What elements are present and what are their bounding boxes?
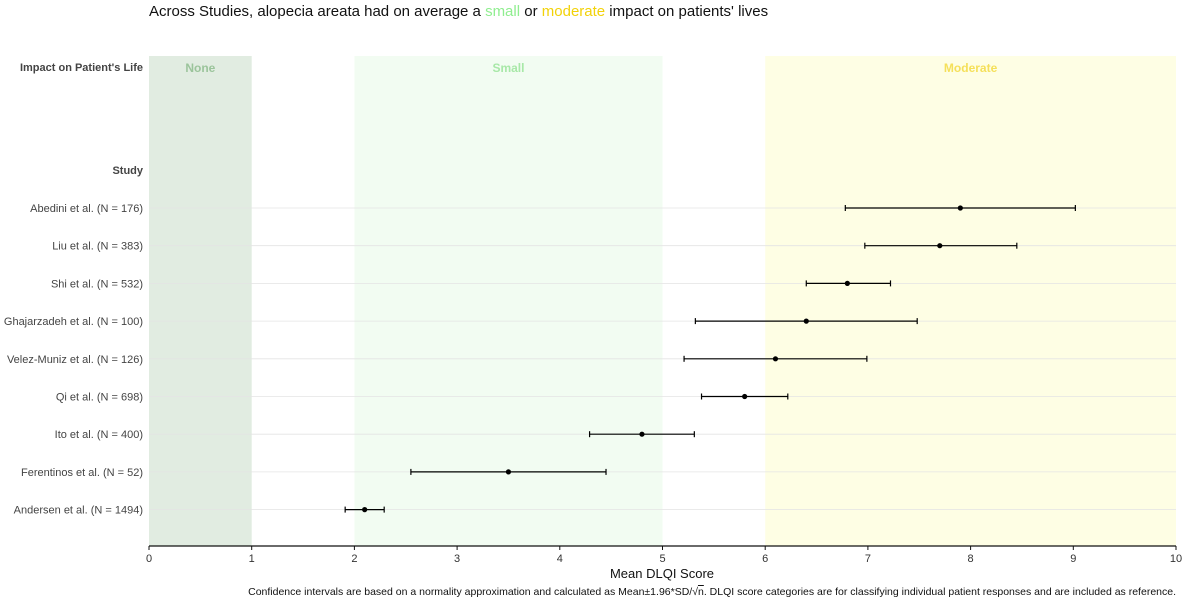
x-tick-label: 4 xyxy=(557,553,563,565)
x-tick-label: 1 xyxy=(249,553,255,565)
x-axis-label: Mean DLQI Score xyxy=(610,566,714,581)
x-tick-label: 3 xyxy=(454,553,460,565)
x-tick-label: 9 xyxy=(1070,553,1076,565)
study-label: Velez-Muniz et al. (N = 126) xyxy=(7,354,143,366)
study-label: Andersen et al. (N = 1494) xyxy=(14,505,143,517)
footnote: Confidence intervals are based on a norm… xyxy=(248,586,1176,598)
category-band-labels: None Small Moderate xyxy=(185,61,997,75)
study-label: Qi et al. (N = 698) xyxy=(56,392,143,404)
mean-point xyxy=(639,431,645,437)
x-tick-label: 7 xyxy=(865,553,871,565)
band-moderate xyxy=(765,56,1176,546)
x-tick-label: 10 xyxy=(1170,553,1182,565)
band-none xyxy=(149,56,252,546)
study-labels: Abedini et al. (N = 176) Liu et al. (N = … xyxy=(4,203,143,517)
mean-point xyxy=(844,280,850,286)
mean-point xyxy=(937,243,943,249)
x-tick-label: 6 xyxy=(762,553,768,565)
x-tick-label: 8 xyxy=(968,553,974,565)
band-label-small: Small xyxy=(492,61,524,75)
category-bands xyxy=(149,56,1176,546)
title-part-2: or xyxy=(520,3,542,20)
title-part-3: impact on patients' lives xyxy=(605,3,769,20)
study-label: Shi et al. (N = 532) xyxy=(51,278,143,290)
footnote-radical: √ xyxy=(692,586,698,598)
x-tick-label: 5 xyxy=(659,553,665,565)
band-small xyxy=(354,56,663,546)
chart-title: Across Studies, alopecia areata had on a… xyxy=(149,3,768,20)
study-row-header: Study xyxy=(112,165,143,177)
title-part-1: Across Studies, alopecia areata had on a… xyxy=(149,3,486,20)
title-moderate-word: moderate xyxy=(541,3,606,20)
title-small-word: small xyxy=(485,3,521,20)
study-label: Ferentinos et al. (N = 52) xyxy=(21,467,143,479)
impact-row-header: Impact on Patient's Life xyxy=(20,62,143,74)
footnote-text-after: . DLQI score categories are for classify… xyxy=(703,586,1176,598)
x-tick-label: 0 xyxy=(146,553,152,565)
mean-point xyxy=(505,469,512,475)
mean-point xyxy=(362,507,368,513)
mean-points xyxy=(362,205,963,513)
mean-point xyxy=(742,393,748,400)
mean-point xyxy=(957,205,963,211)
study-label: Liu et al. (N = 383) xyxy=(52,241,143,253)
mean-point xyxy=(772,356,779,362)
study-label: Abedini et al. (N = 176) xyxy=(30,203,143,215)
study-label: Ghajarzadeh et al. (N = 100) xyxy=(4,316,143,328)
band-label-moderate: Moderate xyxy=(944,61,998,75)
mean-point xyxy=(803,318,809,324)
footnote-text-before: Confidence intervals are based on a norm… xyxy=(248,586,693,598)
study-label: Ito et al. (N = 400) xyxy=(55,429,143,441)
footnote-n: n xyxy=(697,586,704,598)
x-tick-label: 2 xyxy=(351,553,357,565)
x-axis-ticks: 0 1 2 3 4 5 6 7 8 9 10 xyxy=(146,546,1182,565)
band-label-none: None xyxy=(185,61,215,75)
